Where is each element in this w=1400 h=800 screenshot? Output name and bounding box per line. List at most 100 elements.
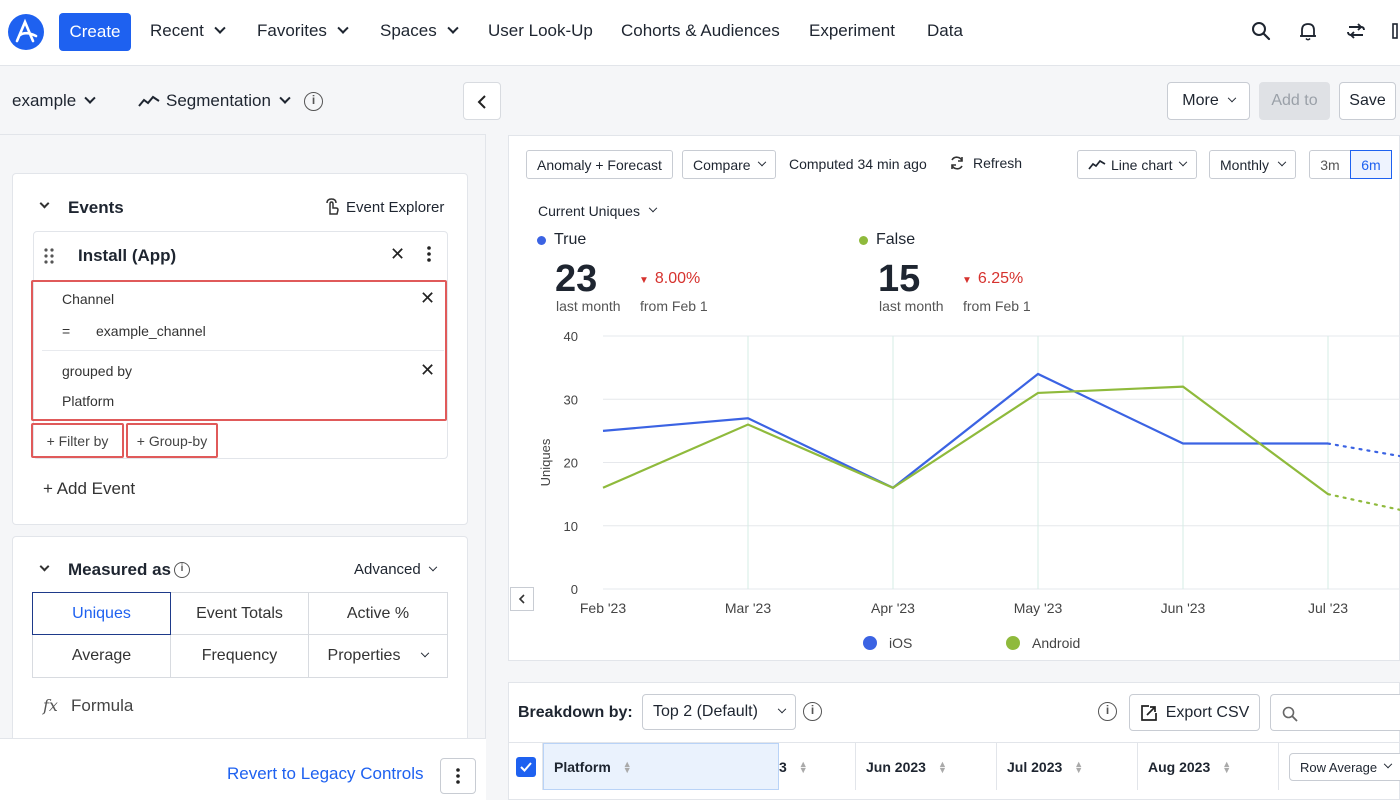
column-jul-2023[interactable]: Jul 2023 ▲ ▼ — [997, 743, 1138, 790]
filter-operator[interactable]: = — [62, 323, 71, 339]
line-chart-label: Line chart — [1111, 156, 1173, 173]
apps-grid-icon[interactable] — [1390, 20, 1400, 42]
switch-icon[interactable] — [1345, 20, 1367, 42]
remove-group-icon[interactable]: ✕ — [420, 360, 436, 380]
nav-experiment[interactable]: Experiment — [809, 21, 895, 40]
formula-button[interactable]: Formula — [71, 696, 134, 715]
event-explorer-link[interactable]: Event Explorer — [324, 198, 444, 216]
export-csv-button[interactable]: Export CSV — [1129, 694, 1260, 731]
nav-spaces[interactable]: Spaces — [380, 21, 459, 41]
info-icon[interactable]: i — [174, 562, 190, 578]
project-selector[interactable]: example — [12, 91, 96, 111]
search-icon[interactable] — [1250, 20, 1272, 42]
group-property[interactable]: Platform — [62, 393, 115, 409]
measure-properties[interactable]: Properties — [308, 634, 448, 678]
advanced-dropdown[interactable]: Advanced — [354, 561, 437, 578]
checkbox-checked-icon — [516, 756, 536, 777]
event-explorer-label: Event Explorer — [346, 198, 445, 216]
series-line-android — [602, 385, 1329, 496]
range-6m-button[interactable]: 6m — [1350, 150, 1392, 179]
info-icon[interactable]: i — [1098, 702, 1117, 721]
grouped-by-label: grouped by — [62, 363, 133, 379]
measure-frequency[interactable]: Frequency — [170, 634, 309, 678]
remove-event-icon[interactable]: ✕ — [390, 244, 406, 264]
metric-true-change: 8.00% — [654, 270, 701, 287]
event-name[interactable]: Install (App) — [78, 246, 177, 265]
column-aug-label: Aug 2023 — [1148, 758, 1211, 775]
chevron-down-icon — [337, 22, 349, 34]
revert-legacy-link[interactable]: Revert to Legacy Controls — [227, 764, 424, 783]
breakdown-search-input[interactable] — [1270, 694, 1400, 731]
collapse-caret-icon[interactable] — [39, 198, 50, 209]
anomaly-forecast-button[interactable]: Anomaly + Forecast — [526, 150, 673, 179]
interval-dropdown[interactable]: Monthly — [1209, 150, 1297, 179]
remove-filter-icon[interactable]: ✕ — [420, 288, 436, 308]
compare-dropdown[interactable]: Compare — [682, 150, 776, 179]
nav-recent[interactable]: Recent — [150, 21, 226, 41]
nav-favorites[interactable]: Favorites — [257, 21, 349, 41]
column-aug-2023[interactable]: Aug 2023 ▲ ▼ — [1138, 743, 1279, 790]
filter-property[interactable]: Channel — [62, 291, 115, 307]
measure-event-totals[interactable]: Event Totals — [170, 592, 309, 635]
metric-false-since: from Feb 1 — [963, 298, 1031, 314]
left-panel-header: example Segmentation i — [0, 67, 486, 135]
drag-handle-icon[interactable] — [44, 248, 54, 269]
breakdown-selector[interactable]: Top 2 (Default) — [642, 694, 796, 730]
advanced-label: Advanced — [354, 561, 421, 578]
metric-selector[interactable]: Current Uniques — [538, 203, 658, 219]
chevron-down-icon — [447, 22, 459, 34]
line-chart-icon — [138, 95, 160, 107]
sort-icon: ▲ ▼ — [1074, 758, 1084, 775]
range-3m-button[interactable]: 3m — [1309, 150, 1351, 179]
nav-user-lookup[interactable]: User Look-Up — [488, 21, 593, 40]
line-chart-dropdown[interactable]: Line chart — [1077, 150, 1198, 179]
refresh-button[interactable]: Refresh — [949, 155, 1022, 171]
column-jun-2023[interactable]: Jun 2023 ▲ ▼ — [856, 743, 997, 790]
column-platform[interactable]: Platform ▲ ▼ — [543, 743, 779, 790]
event-block: Install (App) ✕ — [33, 231, 448, 459]
create-button[interactable]: Create — [59, 13, 131, 51]
chevron-down-icon — [1227, 93, 1236, 103]
chevron-down-icon — [1277, 157, 1287, 166]
filter-by-button[interactable]: + Filter by — [31, 423, 124, 458]
metric-label-text: False — [876, 231, 916, 248]
filter-value[interactable]: example_channel — [96, 323, 206, 339]
nav-cohorts[interactable]: Cohorts & Audiences — [621, 21, 780, 40]
decrease-arrow-icon: ▼ — [639, 275, 649, 286]
info-icon[interactable]: i — [803, 702, 822, 721]
footer-more-button[interactable] — [440, 758, 476, 794]
row-average-dropdown[interactable]: Row Average — [1289, 753, 1400, 781]
legend-label: Android — [1032, 635, 1080, 651]
column-partial[interactable]: 3 ▲ ▼ — [779, 743, 856, 790]
y-tick-label: 30 — [564, 392, 578, 407]
more-button[interactable]: More — [1167, 82, 1250, 120]
save-button[interactable]: Save — [1339, 82, 1396, 120]
forecast-line-android — [1326, 493, 1400, 511]
chart-type-label: Segmentation — [166, 91, 271, 110]
select-all-checkbox[interactable] — [509, 743, 543, 790]
measured-as-title: Measured as — [68, 560, 171, 579]
measure-average[interactable]: Average — [32, 634, 171, 678]
measure-active-pct[interactable]: Active % — [308, 592, 448, 635]
amplitude-logo-icon[interactable] — [8, 14, 44, 50]
add-event-button[interactable]: + Add Event — [43, 479, 136, 498]
chart-card: Anomaly + Forecast Compare Computed 34 m… — [508, 135, 1400, 661]
metric-true-label: True — [537, 231, 586, 249]
metric-true-since: from Feb 1 — [640, 298, 708, 314]
metric-selector-label: Current Uniques — [538, 203, 640, 219]
info-icon[interactable]: i — [304, 92, 323, 111]
chart-scroll-left-button[interactable] — [510, 587, 534, 611]
search-icon — [1282, 706, 1298, 722]
left-panel-footer: Revert to Legacy Controls — [0, 738, 486, 800]
more-vertical-icon[interactable] — [427, 246, 431, 267]
bell-icon[interactable] — [1297, 20, 1319, 42]
group-by-button[interactable]: + Group-by — [126, 423, 218, 458]
add-to-button[interactable]: Add to — [1259, 82, 1330, 120]
measure-uniques[interactable]: Uniques — [32, 592, 171, 635]
series-line-ios — [602, 372, 1328, 490]
nav-data[interactable]: Data — [927, 21, 963, 40]
y-tick-label: 40 — [564, 329, 578, 344]
collapse-caret-icon[interactable] — [39, 561, 50, 572]
chart-type-selector[interactable]: Segmentation — [138, 91, 291, 111]
collapse-panel-button[interactable] — [463, 82, 501, 120]
